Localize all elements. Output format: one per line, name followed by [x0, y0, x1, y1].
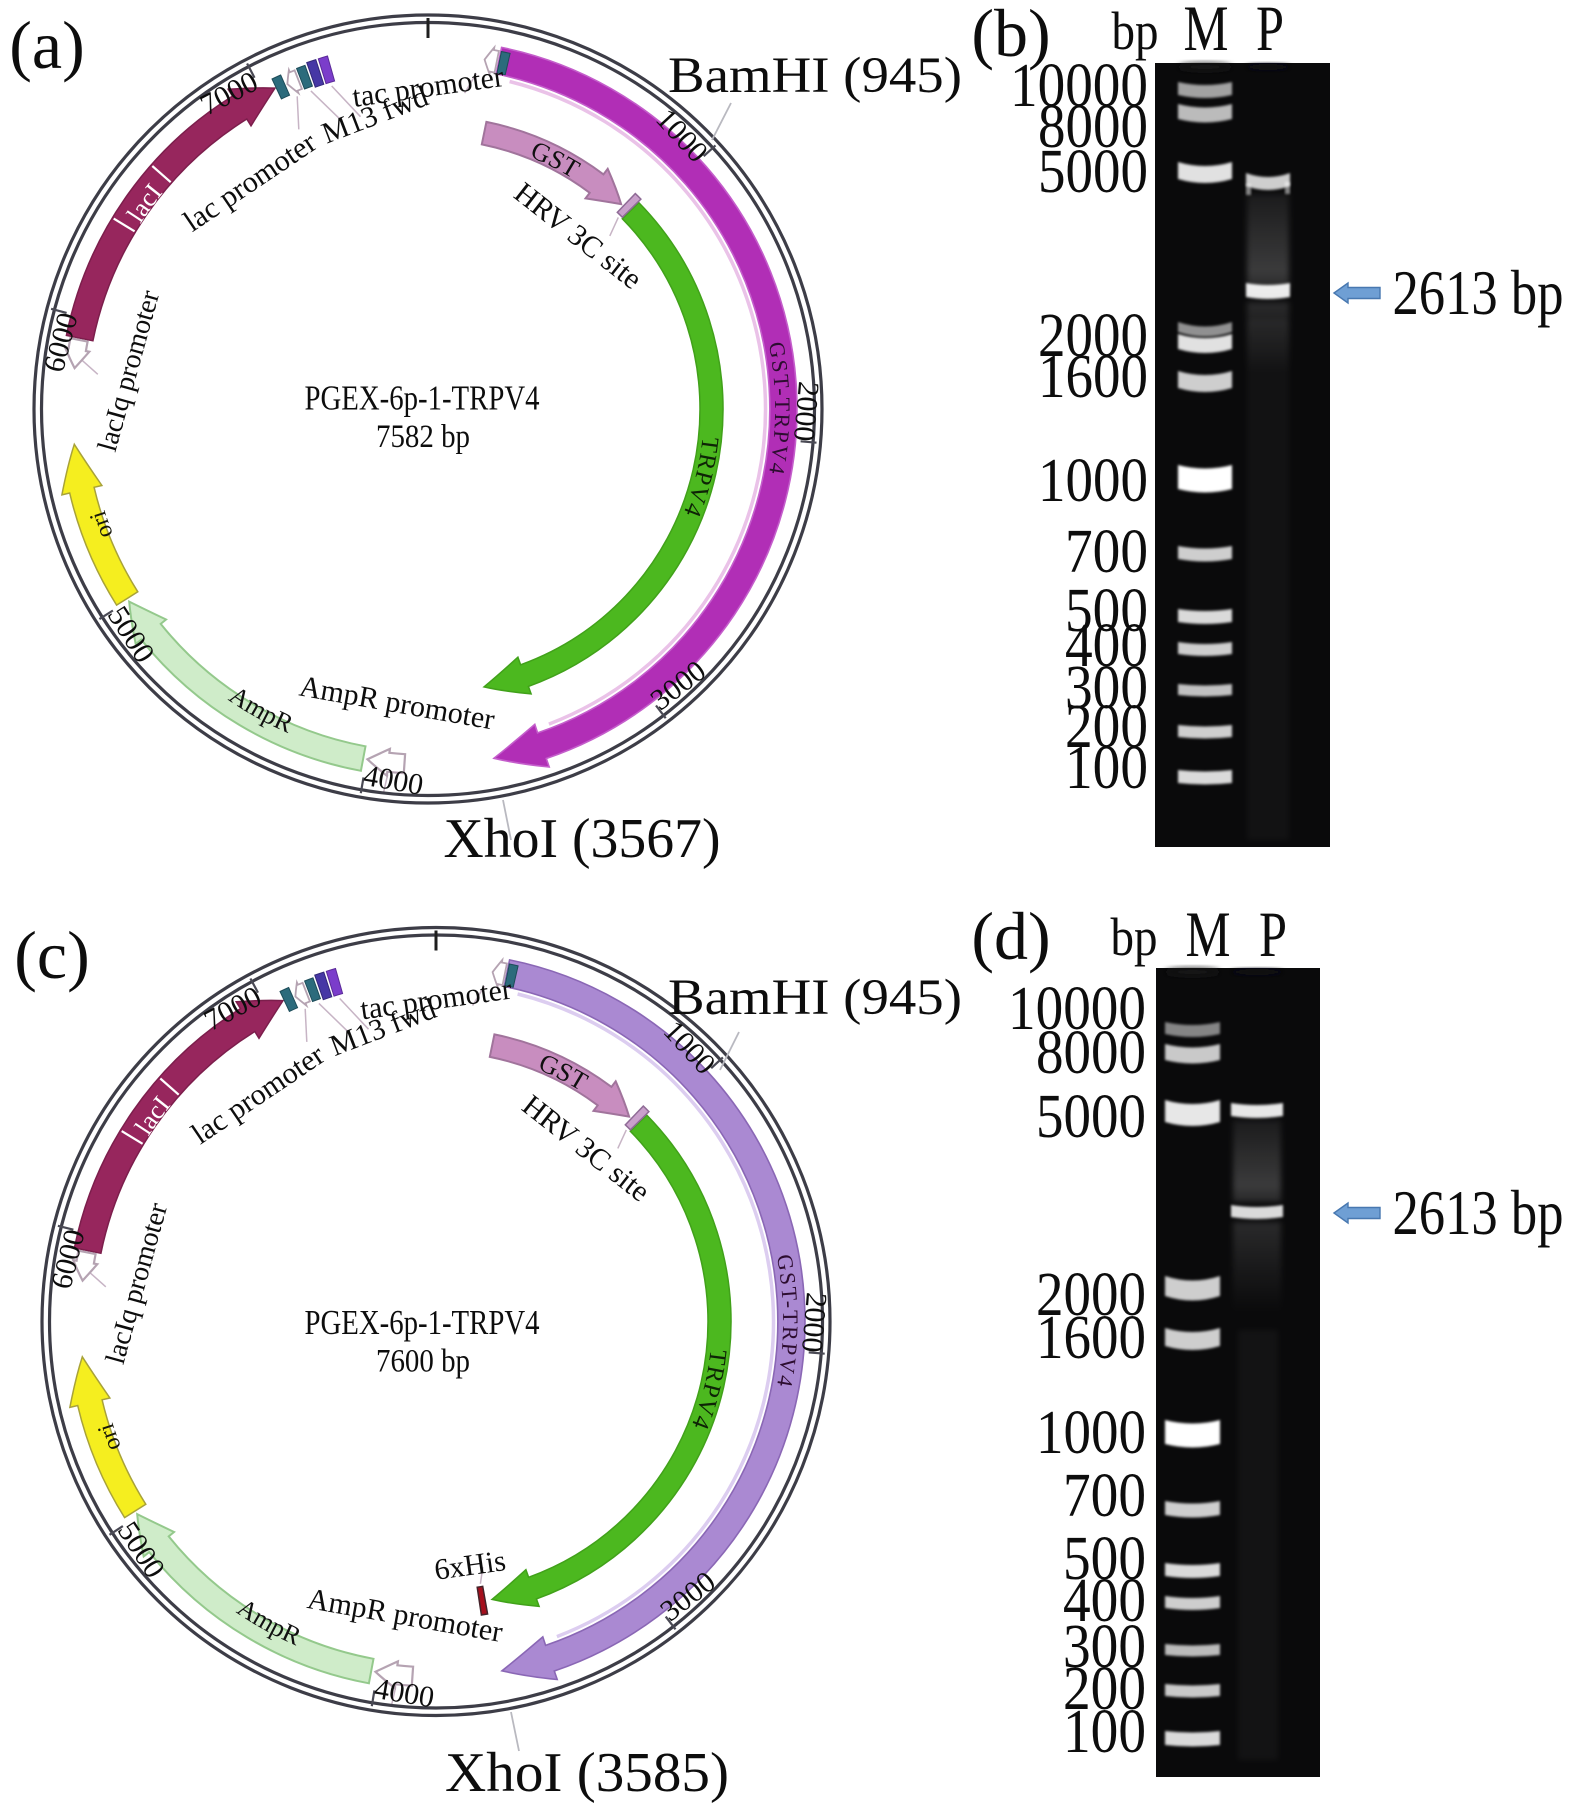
svg-text:XhoI (3567): XhoI (3567) [444, 808, 721, 870]
svg-text:(b): (b) [971, 0, 1050, 71]
svg-text:PGEX-6p-1-TRPV4: PGEX-6p-1-TRPV4 [305, 1303, 540, 1342]
svg-text:BamHI (945): BamHI (945) [668, 48, 962, 104]
svg-text:1600: 1600 [1038, 343, 1148, 411]
svg-text:300: 300 [1063, 1613, 1146, 1681]
svg-text:10000: 10000 [1010, 52, 1148, 120]
svg-text:bp: bp [1111, 907, 1158, 967]
svg-text:200: 200 [1065, 693, 1148, 761]
svg-text:700: 700 [1065, 518, 1148, 586]
svg-text:(d): (d) [971, 898, 1050, 974]
svg-text:M: M [1184, 0, 1229, 65]
svg-text:P: P [1256, 0, 1284, 65]
svg-text:500: 500 [1065, 577, 1148, 645]
svg-text:1000: 1000 [1038, 447, 1148, 515]
svg-text:500: 500 [1063, 1525, 1146, 1593]
svg-text:400: 400 [1065, 612, 1148, 680]
svg-text:2000: 2000 [1036, 1261, 1146, 1329]
svg-text:BamHI (945): BamHI (945) [668, 970, 962, 1026]
svg-text:8000: 8000 [1038, 93, 1148, 161]
svg-text:700: 700 [1063, 1462, 1146, 1530]
svg-text:100: 100 [1065, 734, 1148, 802]
svg-text:5000: 5000 [1036, 1083, 1146, 1151]
svg-text:2613 bp: 2613 bp [1393, 1178, 1564, 1248]
svg-text:200: 200 [1063, 1655, 1146, 1723]
svg-text:7600 bp: 7600 bp [376, 1344, 470, 1380]
svg-text:(a): (a) [9, 7, 84, 83]
svg-text:PGEX-6p-1-TRPV4: PGEX-6p-1-TRPV4 [305, 379, 540, 418]
svg-text:2000: 2000 [787, 380, 825, 443]
svg-text:P: P [1259, 899, 1287, 971]
svg-text:5000: 5000 [1038, 138, 1148, 206]
svg-text:(c): (c) [14, 917, 89, 993]
svg-text:1000: 1000 [1036, 1399, 1146, 1467]
svg-text:7582 bp: 7582 bp [376, 419, 470, 455]
svg-text:300: 300 [1065, 654, 1148, 722]
svg-text:1600: 1600 [1036, 1304, 1146, 1372]
svg-text:10000: 10000 [1008, 975, 1146, 1043]
svg-text:2000: 2000 [1038, 302, 1148, 370]
svg-text:400: 400 [1063, 1567, 1146, 1635]
svg-text:8000: 8000 [1036, 1019, 1146, 1087]
svg-text:bp: bp [1112, 1, 1159, 61]
svg-text:2613 bp: 2613 bp [1393, 258, 1564, 328]
svg-text:M: M [1186, 899, 1231, 971]
svg-text:2000: 2000 [795, 1291, 833, 1354]
svg-text:XhoI (3585): XhoI (3585) [445, 1742, 729, 1804]
svg-text:100: 100 [1063, 1698, 1146, 1766]
